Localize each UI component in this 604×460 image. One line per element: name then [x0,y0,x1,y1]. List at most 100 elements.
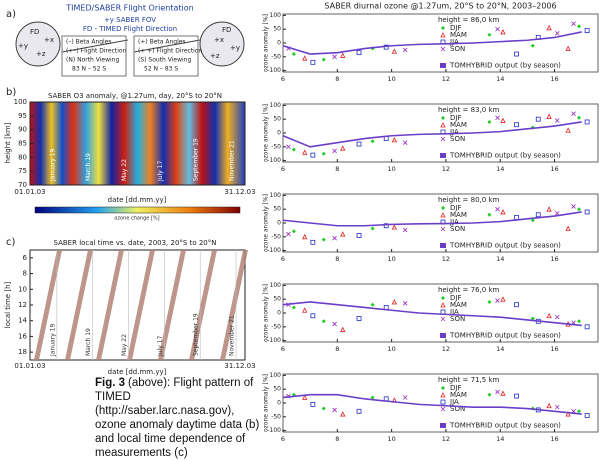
orbit-stripe [189,250,217,360]
x-tick-label: 16 [550,435,558,443]
box-line: 83 N – 52 S [72,66,106,73]
point [546,206,552,212]
point [291,229,296,234]
x-tick-label: 14 [496,255,504,263]
point [500,390,506,396]
box [133,35,199,77]
point [546,402,552,409]
point [584,28,590,33]
point [546,312,552,319]
x-tick-label: 16 [550,165,558,173]
y-tick-label: -50 [271,53,281,60]
legend-label: DJF [450,114,461,122]
point [321,57,326,62]
x-start: 01.01.03 [14,188,45,196]
y-tick-label: -50 [271,233,281,240]
point [487,392,492,397]
point [391,299,397,305]
legend-label: MAM [450,31,467,39]
point [495,26,500,32]
point [554,314,560,320]
x-tick-label: 6 [281,435,285,443]
point [530,316,535,321]
point [530,125,535,130]
x-end: 31.12.03 [224,362,255,370]
point [291,305,296,310]
panel-title: SABER O3 anomaly, @1.27um, day, 20°S to … [48,92,222,100]
orbit-circle [199,21,245,67]
model-line [282,211,582,227]
point [500,296,506,302]
plot-frame [282,283,599,343]
orbit-circle [15,21,61,67]
x-tick-label: 12 [442,165,450,173]
y-tick-label: 100 [270,282,282,289]
point [310,59,316,65]
x-tick-label: 16 [550,75,558,83]
axis-label: +z [36,50,46,58]
y-tick-label: -100 [267,427,281,434]
x-tick-label: 10 [387,345,395,353]
annotation: height = 80,0 km [438,196,499,204]
panel-label: a) [6,9,16,20]
point [535,116,541,122]
point [487,119,492,124]
x-tick-label: 6 [281,165,285,173]
legend-label: JJA [449,398,459,406]
legend-label: JJA [449,308,459,316]
point [530,43,535,48]
point [495,115,500,121]
legend-marker [441,26,445,30]
orbit-stripe [34,250,62,360]
point [286,144,291,150]
x-tick-label: 10 [387,75,395,83]
legend-marker [440,46,446,52]
point [340,326,346,332]
y-tick-label: 50 [273,386,281,393]
date-label: March 19 [85,153,92,181]
box-line: (+ +) Flight Direction [138,48,203,55]
point [571,204,576,209]
point [340,231,346,237]
legend-label: TOMHYBRID output (by season) [449,332,561,340]
fd-text: FD - TIMED Flight Direction [83,25,177,33]
point [356,50,362,56]
y-tick-label: 85 [18,140,27,148]
y-tick-label: 16 [18,332,27,340]
x-tick-label: 12 [442,435,450,443]
legend-label: SON [450,45,465,53]
x-tick-label: 14 [496,75,504,83]
point [391,48,397,54]
point [321,237,326,242]
point [391,224,397,230]
point [332,148,337,154]
fov-text: +y SABER FOV [104,16,156,24]
point [576,24,581,29]
legend-swatch [440,423,446,428]
point [584,413,590,418]
point [584,119,590,125]
date-label: November 21 [229,140,236,181]
point [576,115,581,120]
x-tick-label: 8 [335,435,339,443]
panel-title: TIMED/SABER Flight Orientation [65,4,193,13]
caption: Fig. 3 (above): Flight pattern of TIMED (… [95,376,260,460]
y-tick-label: 0 [277,130,281,137]
x-tick-label: 6 [281,255,285,263]
x-tick-label: 12 [442,255,450,263]
legend-label: SON [450,315,465,323]
point [546,113,552,119]
legend-label: TOMHYBRID output (by season) [449,62,561,70]
legend-marker [441,206,445,210]
y-axis-label: ozone anomaly [%] [263,194,270,252]
date-label: January 19 [49,149,56,182]
legend-marker [440,136,446,142]
point [500,209,506,215]
point [402,227,408,233]
point [554,404,560,410]
point [584,324,590,330]
y-tick-label: 100 [270,12,282,19]
x-tick-label: 12 [442,345,450,353]
y-tick-label: 90 [18,126,27,134]
legend-swatch [440,63,446,68]
